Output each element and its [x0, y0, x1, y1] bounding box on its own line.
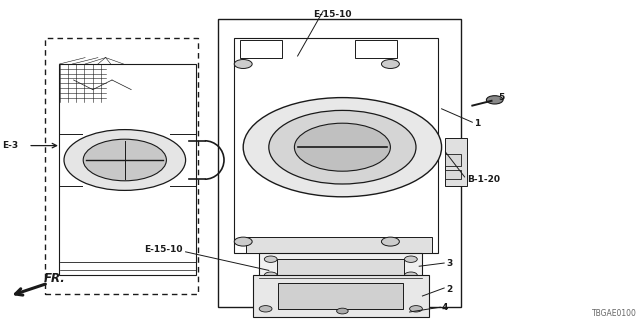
- Text: 1: 1: [474, 119, 480, 128]
- Bar: [277, 259, 404, 276]
- Bar: [445, 154, 461, 166]
- Bar: [218, 19, 461, 307]
- Circle shape: [381, 237, 399, 246]
- Circle shape: [381, 60, 399, 68]
- Circle shape: [294, 123, 390, 171]
- Circle shape: [234, 237, 252, 246]
- Circle shape: [337, 308, 348, 314]
- Bar: [59, 64, 196, 275]
- Text: 2: 2: [447, 285, 453, 294]
- Text: B-1-20: B-1-20: [467, 175, 500, 184]
- Bar: [240, 40, 282, 58]
- Bar: [445, 170, 461, 179]
- Bar: [234, 38, 438, 253]
- Text: 3: 3: [447, 260, 453, 268]
- Bar: [355, 40, 397, 58]
- Bar: [278, 283, 403, 309]
- Bar: [259, 253, 422, 282]
- Circle shape: [64, 130, 186, 190]
- Circle shape: [269, 110, 416, 184]
- Circle shape: [404, 272, 417, 278]
- Text: E-15-10: E-15-10: [144, 245, 182, 254]
- Text: TBGAE0100: TBGAE0100: [592, 309, 637, 318]
- Bar: [45, 38, 198, 294]
- Circle shape: [486, 96, 503, 104]
- Bar: [445, 138, 467, 186]
- Circle shape: [404, 256, 417, 262]
- Circle shape: [410, 306, 422, 312]
- Circle shape: [234, 60, 252, 68]
- Text: E-15-10: E-15-10: [314, 10, 352, 19]
- Text: 4: 4: [442, 303, 448, 312]
- Circle shape: [83, 139, 166, 181]
- Text: 5: 5: [498, 93, 504, 102]
- Text: E-3: E-3: [2, 141, 18, 150]
- Circle shape: [243, 98, 442, 197]
- Circle shape: [264, 272, 277, 278]
- Bar: [253, 275, 429, 317]
- Bar: [246, 237, 432, 253]
- Circle shape: [264, 256, 277, 262]
- Text: FR.: FR.: [44, 272, 65, 285]
- Circle shape: [259, 306, 272, 312]
